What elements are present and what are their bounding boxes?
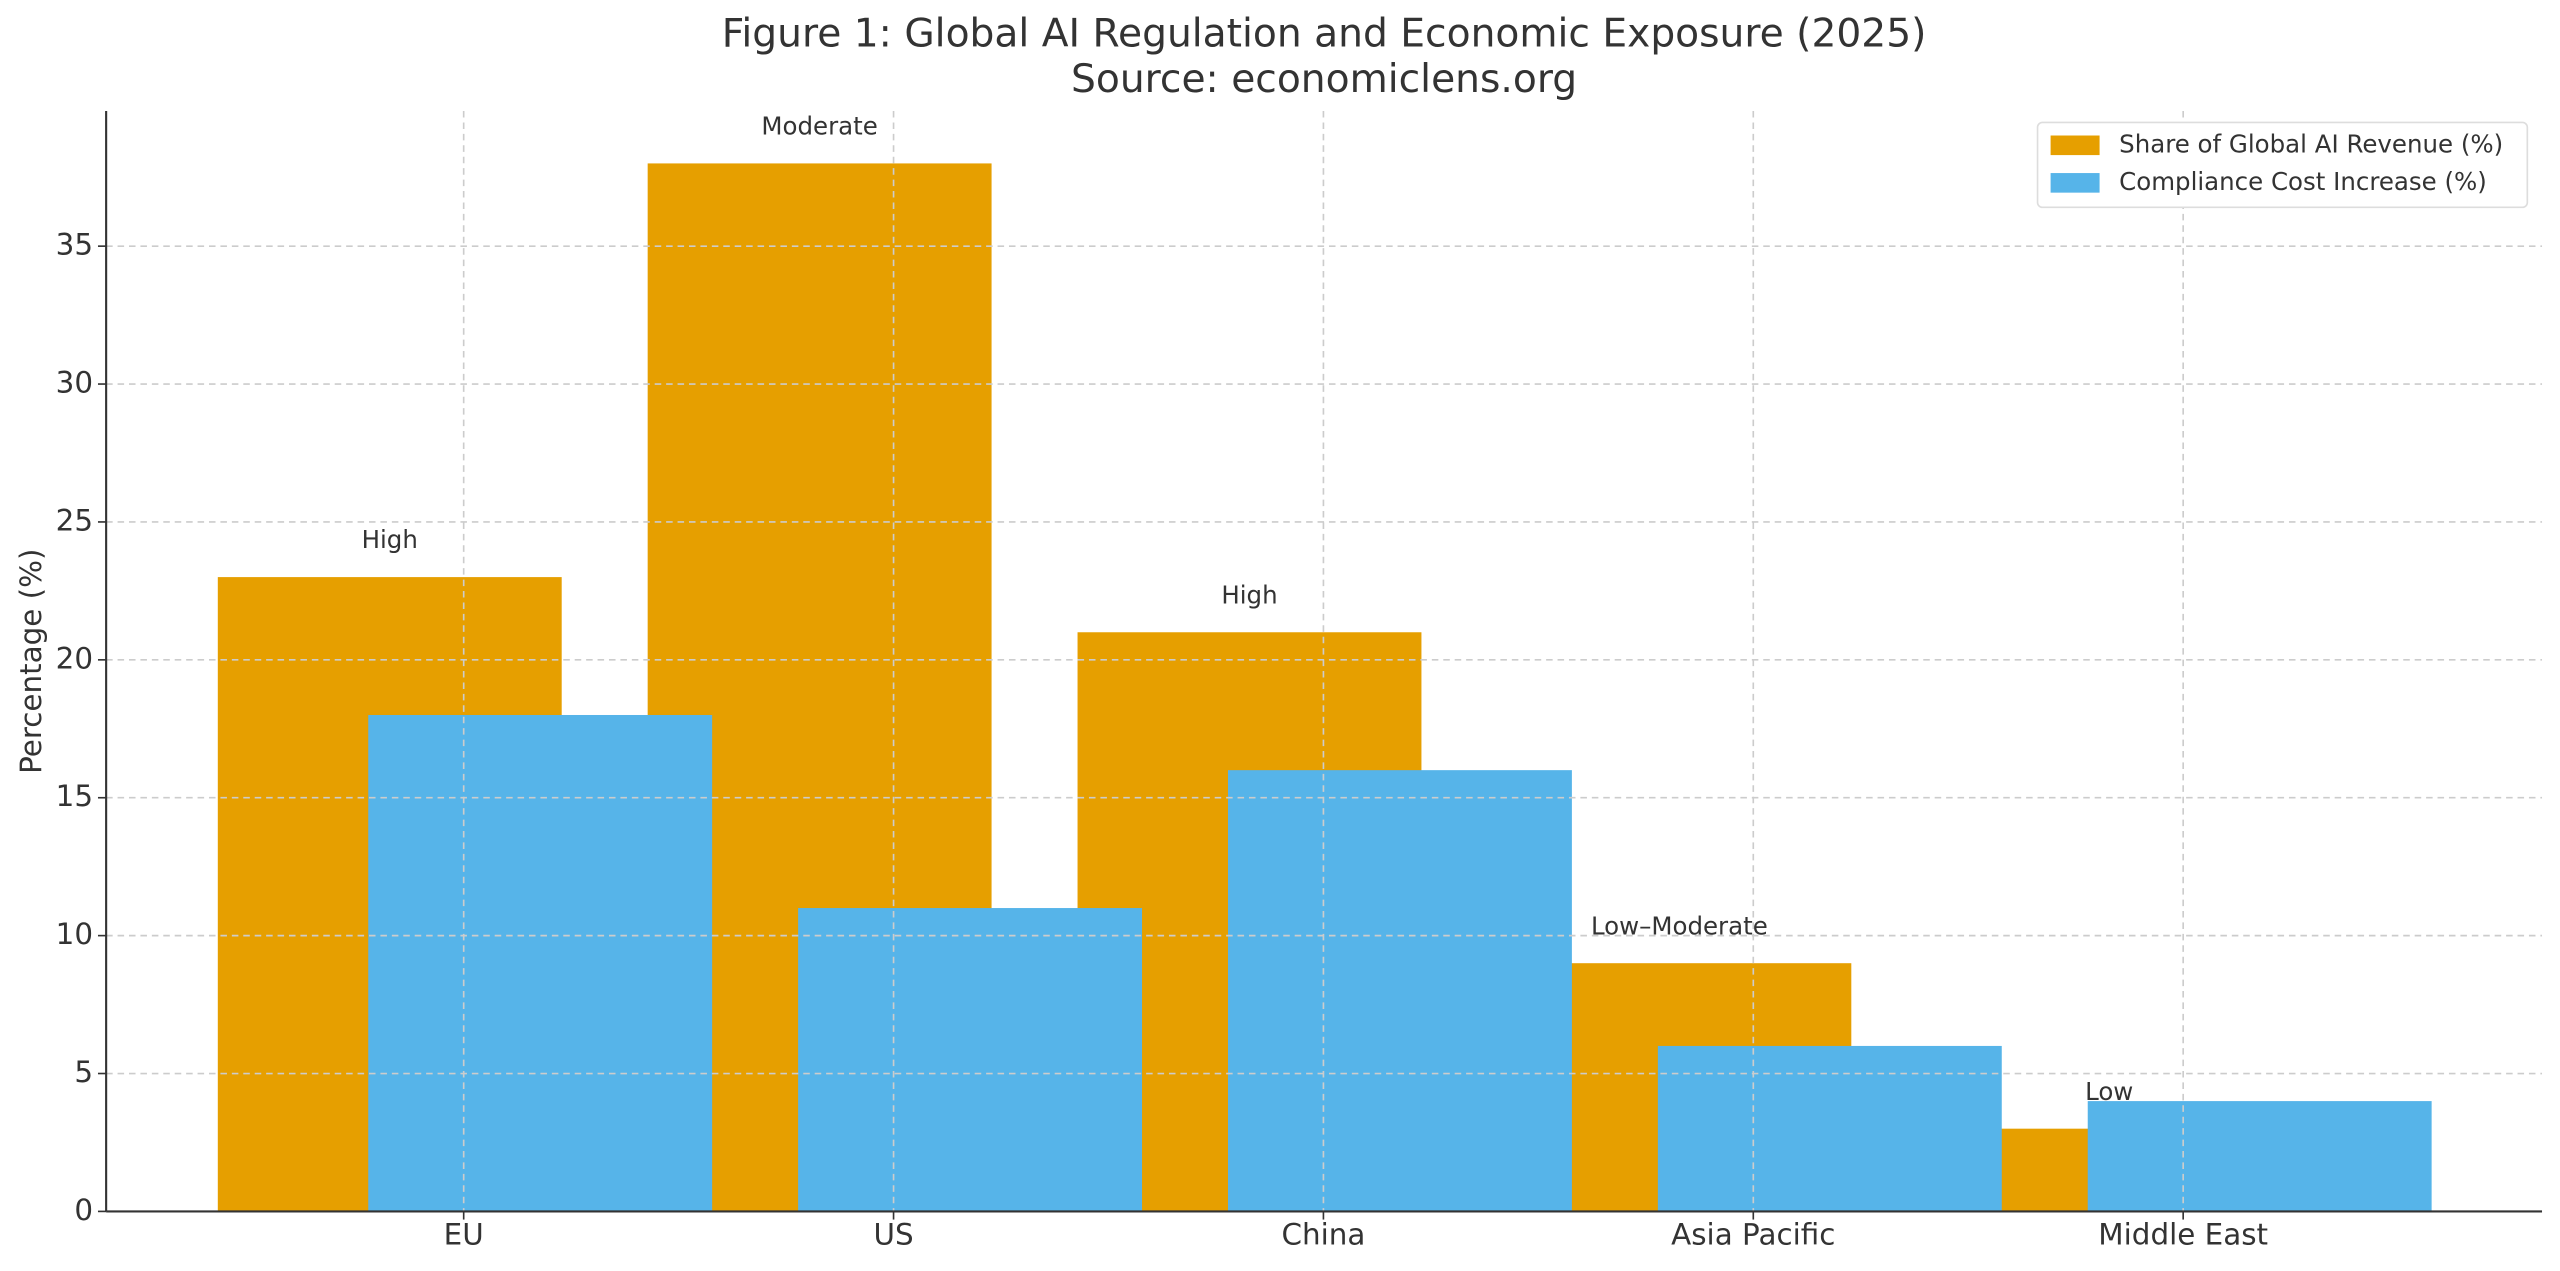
- y-tick-label: 0: [74, 1193, 93, 1227]
- legend-box: [2036, 121, 2529, 209]
- y-axis-label: Percentage (%): [14, 549, 48, 774]
- annotation: High: [1221, 580, 1277, 609]
- y-tick-label: 15: [56, 779, 93, 813]
- bar: [368, 714, 713, 1212]
- chart-subtitle: Source: economiclens.org: [1071, 57, 1577, 102]
- y-tick-label: 30: [56, 366, 93, 400]
- bar: [1227, 770, 1572, 1212]
- y-tick-label: 35: [56, 228, 93, 262]
- legend-label: Share of Global AI Revenue (%): [2119, 129, 2503, 158]
- legend-swatch: [2050, 135, 2100, 156]
- annotation: High: [362, 525, 418, 554]
- annotation: Low–Moderate: [1591, 911, 1768, 940]
- x-tick-label: Asia Pacific: [1671, 1217, 1835, 1251]
- legend-label: Compliance Cost Increase (%): [2119, 167, 2487, 196]
- x-tick-label: US: [873, 1217, 913, 1251]
- x-tick-label: China: [1281, 1217, 1365, 1251]
- bar: [1657, 1045, 2002, 1212]
- y-tick-label: 20: [56, 641, 93, 675]
- y-tick-label: 25: [56, 503, 93, 537]
- legend-swatch: [2050, 173, 2100, 193]
- chart-title: Figure 1: Global AI Regulation and Econo…: [722, 11, 1927, 56]
- x-tick-label: Middle East: [2098, 1217, 2268, 1251]
- annotation: Low: [2085, 1077, 2133, 1106]
- bar: [798, 908, 1143, 1212]
- y-tick-label: 5: [74, 1055, 93, 1089]
- x-tick-label: EU: [444, 1217, 484, 1251]
- y-tick-label: 10: [56, 917, 93, 951]
- bar: [2087, 1101, 2432, 1212]
- bars: [217, 163, 2432, 1212]
- legend: Share of Global AI Revenue (%) Compliance…: [2036, 121, 2529, 209]
- annotation: Moderate: [761, 112, 877, 141]
